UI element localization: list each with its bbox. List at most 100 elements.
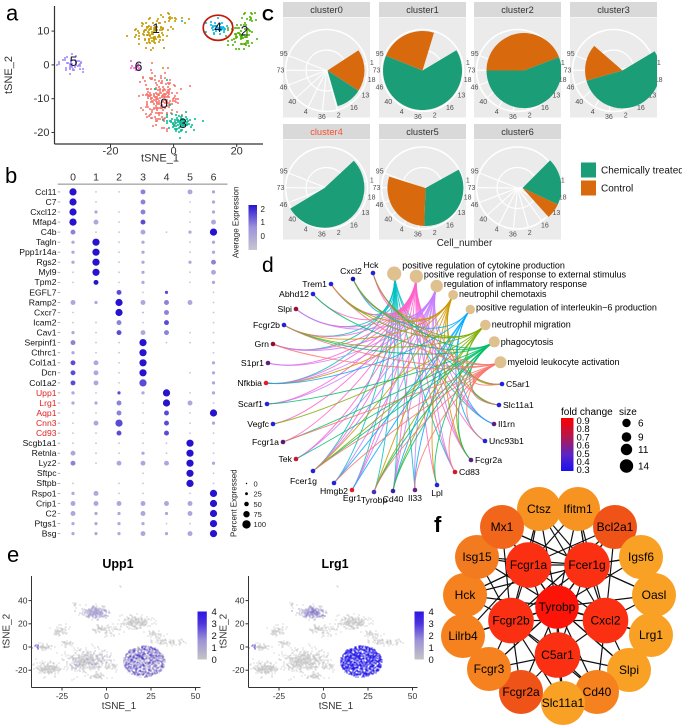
svg-text:Il33: Il33 (408, 493, 422, 503)
svg-text:Retnla: Retnla (32, 448, 57, 458)
svg-text:18: 18 (368, 194, 376, 201)
svg-text:18: 18 (655, 77, 663, 84)
svg-text:73: 73 (373, 68, 381, 75)
svg-text:20: 20 (231, 146, 243, 158)
svg-text:20: 20 (235, 619, 245, 629)
svg-text:0: 0 (43, 59, 49, 71)
svg-text:Cxcl12: Cxcl12 (30, 207, 56, 217)
svg-text:-20: -20 (15, 665, 28, 675)
svg-text:13: 13 (458, 93, 466, 100)
svg-text:C5ar1: C5ar1 (506, 379, 530, 389)
svg-text:positive regulation of respons: positive regulation of response to exter… (424, 269, 627, 279)
svg-text:95: 95 (567, 51, 575, 58)
svg-text:0: 0 (171, 146, 177, 158)
svg-text:46: 46 (280, 84, 288, 91)
svg-text:36: 36 (318, 231, 326, 238)
svg-text:36: 36 (414, 114, 422, 121)
svg-text:16: 16 (446, 105, 454, 112)
svg-text:73: 73 (468, 185, 476, 192)
svg-text:3: 3 (140, 172, 146, 184)
svg-text:Fcer1g: Fcer1g (568, 558, 605, 572)
svg-text:46: 46 (376, 202, 384, 209)
svg-text:0: 0 (254, 479, 258, 488)
svg-text:1: 1 (561, 178, 565, 185)
svg-text:Lpl: Lpl (431, 488, 443, 498)
svg-text:C7: C7 (46, 197, 57, 207)
svg-text:Unc93b1: Unc93b1 (489, 436, 524, 446)
svg-text:4: 4 (429, 607, 434, 618)
svg-text:Fcgr3: Fcgr3 (474, 662, 505, 676)
svg-text:regulation of inflammatory res: regulation of inflammatory response (444, 279, 587, 289)
svg-text:95: 95 (376, 51, 384, 58)
svg-text:4: 4 (304, 109, 308, 116)
svg-text:40: 40 (479, 216, 487, 223)
svg-text:2: 2 (624, 112, 628, 119)
svg-text:1: 1 (370, 178, 374, 185)
svg-text:0: 0 (104, 691, 109, 701)
svg-text:50: 50 (408, 691, 418, 701)
svg-text:36: 36 (509, 114, 517, 121)
svg-text:S1pr1: S1pr1 (241, 358, 264, 368)
svg-text:Average Expression: Average Expression (232, 187, 241, 258)
svg-text:Cd83: Cd83 (459, 467, 480, 477)
svg-text:1: 1 (212, 643, 217, 654)
svg-text:Ppp1r14a: Ppp1r14a (19, 247, 56, 257)
svg-text:46: 46 (471, 202, 479, 209)
svg-text:0: 0 (212, 655, 217, 666)
svg-text:EGFL7: EGFL7 (29, 287, 56, 297)
svg-text:40: 40 (384, 99, 392, 106)
svg-text:20: 20 (18, 619, 28, 629)
svg-text:Aqp1: Aqp1 (36, 408, 56, 418)
svg-text:-20: -20 (34, 127, 50, 139)
svg-text:40: 40 (575, 99, 583, 106)
svg-text:50: 50 (191, 691, 201, 701)
svg-text:Cxcl2: Cxcl2 (340, 266, 362, 276)
svg-text:cluster0: cluster0 (310, 5, 343, 15)
svg-text:b: b (5, 163, 17, 188)
svg-text:73: 73 (564, 68, 572, 75)
svg-text:25: 25 (363, 691, 373, 701)
svg-text:14: 14 (638, 462, 650, 473)
svg-text:-25: -25 (56, 691, 69, 701)
svg-text:4: 4 (400, 109, 404, 116)
svg-text:tSNE_1: tSNE_1 (102, 701, 137, 712)
svg-text:4: 4 (495, 109, 499, 116)
svg-text:cluster5: cluster5 (406, 127, 439, 137)
svg-text:13: 13 (362, 93, 370, 100)
svg-text:Lrg1: Lrg1 (639, 628, 663, 642)
svg-text:36: 36 (414, 231, 422, 238)
svg-text:Lyz2: Lyz2 (39, 458, 57, 468)
svg-text:Ramp2: Ramp2 (29, 297, 57, 307)
svg-text:a: a (6, 1, 19, 26)
svg-text:0: 0 (70, 172, 76, 184)
svg-text:2: 2 (337, 230, 341, 237)
svg-text:40: 40 (288, 216, 296, 223)
svg-text:fold change: fold change (561, 407, 613, 418)
svg-text:16: 16 (541, 105, 549, 112)
svg-text:Tyrobp: Tyrobp (539, 600, 576, 614)
svg-text:Myl9: Myl9 (38, 267, 56, 277)
svg-text:40: 40 (235, 596, 245, 606)
svg-text:e: e (7, 542, 19, 567)
svg-text:0.5: 0.5 (577, 449, 590, 460)
svg-text:46: 46 (567, 84, 575, 91)
svg-text:6: 6 (135, 58, 143, 74)
svg-text:Sftpc: Sftpc (37, 468, 57, 478)
svg-text:0.6: 0.6 (577, 441, 590, 452)
svg-text:40: 40 (288, 99, 296, 106)
svg-text:3: 3 (179, 115, 187, 131)
svg-text:Fcer1g: Fcer1g (290, 476, 317, 486)
svg-text:16: 16 (350, 223, 358, 230)
svg-text:Control: Control (601, 184, 633, 195)
svg-text:Igsf6: Igsf6 (628, 550, 654, 564)
svg-text:Cell_number: Cell_number (437, 238, 493, 249)
svg-text:40: 40 (479, 99, 487, 106)
svg-text:Percent Expressed: Percent Expressed (230, 469, 239, 537)
svg-text:6: 6 (638, 419, 644, 430)
svg-text:13: 13 (553, 210, 561, 217)
svg-text:1: 1 (466, 60, 470, 67)
svg-text:40: 40 (384, 216, 392, 223)
svg-text:9: 9 (638, 433, 644, 444)
svg-text:Fcgr2a: Fcgr2a (475, 455, 502, 465)
svg-text:1: 1 (93, 172, 99, 184)
